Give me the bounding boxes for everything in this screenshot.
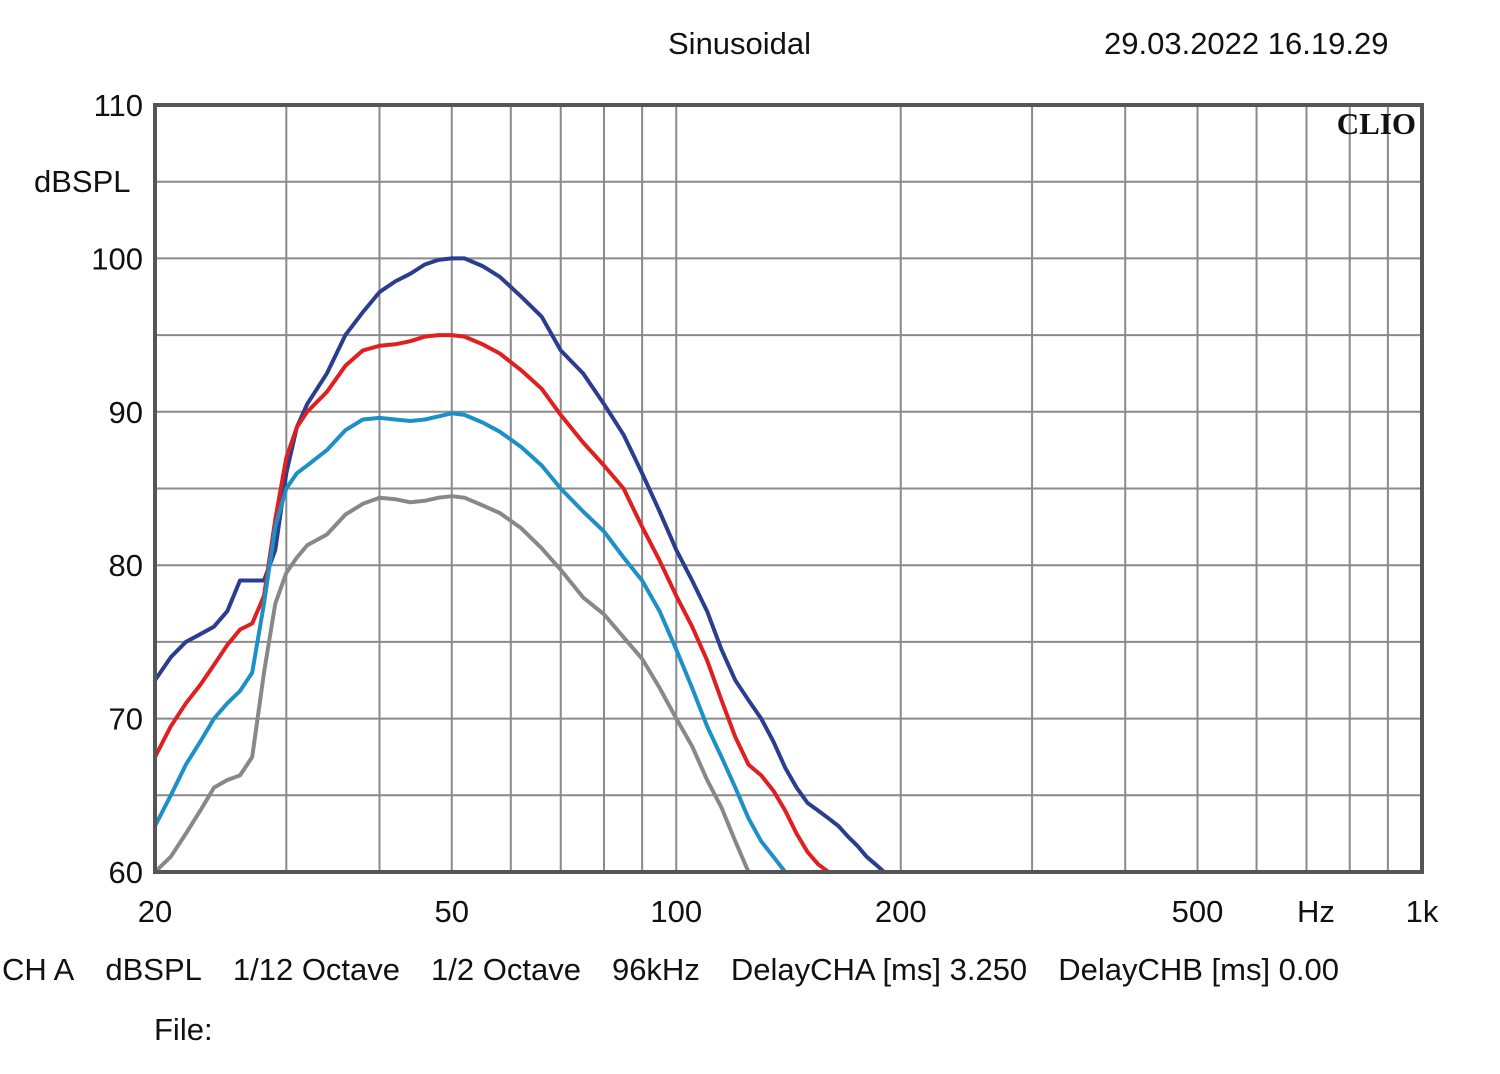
footer-delay-cha: DelayCHA [ms] 3.250 [730, 952, 1028, 987]
chart-title: Sinusoidal [668, 26, 812, 61]
series-line-2 [153, 333, 831, 874]
series-line-4 [153, 494, 751, 874]
grid [154, 104, 1423, 873]
clio-logo: CLIO [1337, 106, 1416, 141]
footer-delay-chb: DelayCHB [ms] 0.00 [1058, 952, 1340, 987]
footer-smoothing: 1/12 Octave [232, 952, 401, 987]
y-tick-label: 100 [91, 241, 143, 276]
x-axis-label: Hz [1297, 894, 1335, 929]
y-tick-label: 90 [109, 395, 143, 430]
file-label: File: [154, 1012, 213, 1047]
x-tick-label: 1k [1406, 894, 1439, 929]
x-tick-label: 50 [435, 894, 469, 929]
series-line-3 [153, 411, 788, 874]
tick-labels: 20 50 100 200 500 1k Hz 60 70 80 90 100 110 [91, 88, 1439, 929]
y-axis-label: dBSPL [34, 164, 131, 199]
series-layer [153, 256, 887, 874]
x-tick-label: 500 [1172, 894, 1224, 929]
footer-sample-rate: 96kHz [611, 952, 700, 987]
footer-unit: dBSPL [105, 952, 202, 987]
plot-frame [153, 103, 1424, 874]
y-tick-label: 110 [94, 88, 143, 123]
y-tick-label: 80 [109, 548, 143, 583]
x-tick-label: 100 [650, 894, 702, 929]
footer-octave: 1/2 Octave [431, 952, 581, 987]
y-tick-label: 60 [109, 855, 143, 890]
timestamp: 29.03.2022 16.19.29 [1104, 26, 1389, 61]
y-tick-label: 70 [109, 702, 143, 737]
footer-info: CH A dBSPL 1/12 Octave 1/2 Octave 96kHz Delay… [2, 952, 1370, 988]
x-tick-label: 20 [138, 894, 172, 929]
x-tick-label: 200 [875, 894, 927, 929]
footer-channel: CH A [2, 952, 75, 987]
